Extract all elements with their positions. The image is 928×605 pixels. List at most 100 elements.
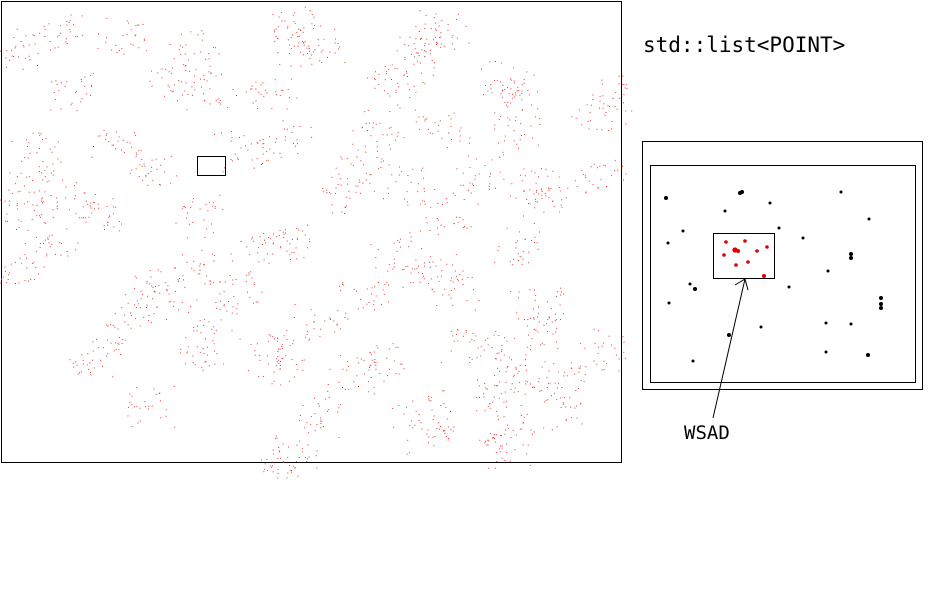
field-point bbox=[186, 109, 188, 111]
field-point bbox=[327, 390, 329, 392]
field-point bbox=[215, 329, 217, 331]
field-point bbox=[272, 461, 274, 463]
field-point bbox=[280, 361, 281, 362]
field-point bbox=[282, 120, 284, 122]
field-point bbox=[303, 42, 305, 43]
field-point bbox=[547, 399, 549, 401]
field-point bbox=[23, 203, 25, 205]
field-point bbox=[273, 233, 275, 235]
field-point bbox=[164, 282, 166, 284]
field-point bbox=[28, 142, 30, 144]
field-point bbox=[475, 175, 477, 177]
field-point bbox=[434, 36, 436, 38]
field-point bbox=[208, 58, 210, 60]
field-point bbox=[516, 143, 518, 145]
field-point bbox=[492, 437, 494, 438]
field-point bbox=[18, 282, 20, 284]
field-point bbox=[76, 110, 78, 112]
field-point bbox=[172, 67, 173, 69]
field-point bbox=[13, 37, 15, 38]
field-point bbox=[199, 269, 201, 271]
field-point bbox=[203, 324, 205, 326]
field-point bbox=[138, 24, 140, 26]
field-point bbox=[564, 397, 565, 399]
field-point bbox=[44, 28, 46, 30]
field-point bbox=[136, 300, 138, 302]
field-point bbox=[223, 363, 225, 365]
field-point bbox=[269, 136, 271, 138]
field-point bbox=[263, 96, 265, 98]
field-point bbox=[494, 80, 496, 81]
field-point bbox=[523, 82, 525, 84]
field-point bbox=[229, 275, 231, 276]
field-point bbox=[252, 236, 253, 238]
field-point bbox=[26, 139, 27, 141]
field-point bbox=[469, 142, 470, 144]
field-point bbox=[450, 410, 451, 412]
field-point bbox=[376, 146, 378, 148]
field-point bbox=[151, 166, 153, 168]
field-point bbox=[36, 215, 38, 217]
inset-selected-points bbox=[722, 239, 769, 278]
field-point bbox=[528, 251, 530, 253]
field-point bbox=[601, 369, 603, 371]
field-point bbox=[124, 321, 126, 323]
field-point bbox=[275, 435, 277, 437]
field-point bbox=[307, 458, 308, 460]
field-point bbox=[383, 160, 384, 162]
field-point bbox=[48, 23, 50, 25]
field-point bbox=[553, 363, 555, 365]
field-point bbox=[289, 344, 291, 346]
field-point bbox=[558, 187, 560, 189]
field-point bbox=[452, 430, 454, 432]
field-point bbox=[469, 362, 471, 363]
field-point bbox=[194, 89, 196, 91]
field-point bbox=[485, 440, 486, 442]
field-point bbox=[134, 287, 135, 289]
field-point bbox=[31, 262, 33, 264]
field-point bbox=[399, 36, 401, 38]
field-point bbox=[24, 254, 26, 255]
field-point bbox=[259, 140, 261, 141]
field-point bbox=[231, 131, 233, 132]
field-point bbox=[262, 153, 264, 155]
field-point bbox=[95, 193, 97, 195]
field-point bbox=[263, 143, 265, 144]
field-point bbox=[214, 133, 215, 135]
field-point bbox=[149, 270, 151, 272]
inset-selection-rectangle[interactable] bbox=[713, 233, 775, 279]
field-point bbox=[393, 242, 395, 244]
field-point bbox=[388, 284, 389, 286]
field-point bbox=[517, 373, 519, 375]
selection-rectangle[interactable] bbox=[197, 156, 226, 176]
field-point bbox=[329, 191, 330, 193]
field-point bbox=[556, 387, 558, 389]
field-point bbox=[224, 167, 226, 169]
field-point bbox=[88, 368, 90, 370]
field-point bbox=[113, 226, 115, 228]
field-point bbox=[10, 263, 12, 265]
field-point bbox=[274, 79, 276, 81]
field-point bbox=[284, 136, 286, 138]
field-point bbox=[344, 212, 345, 214]
field-point bbox=[348, 190, 350, 192]
field-point bbox=[109, 215, 110, 217]
field-point bbox=[440, 405, 442, 407]
field-point bbox=[307, 247, 309, 249]
field-point bbox=[337, 310, 339, 312]
field-point bbox=[363, 360, 365, 362]
field-point bbox=[147, 184, 149, 186]
field-point bbox=[16, 176, 18, 178]
field-point bbox=[581, 423, 583, 425]
field-point bbox=[534, 172, 536, 174]
field-point bbox=[474, 178, 476, 180]
field-point bbox=[454, 270, 456, 272]
field-point bbox=[520, 135, 522, 136]
field-point bbox=[275, 438, 277, 440]
field-point bbox=[344, 61, 346, 63]
field-point bbox=[59, 242, 61, 244]
field-point bbox=[400, 363, 402, 365]
field-point bbox=[16, 203, 18, 205]
field-point bbox=[289, 243, 291, 245]
field-point bbox=[625, 84, 627, 86]
